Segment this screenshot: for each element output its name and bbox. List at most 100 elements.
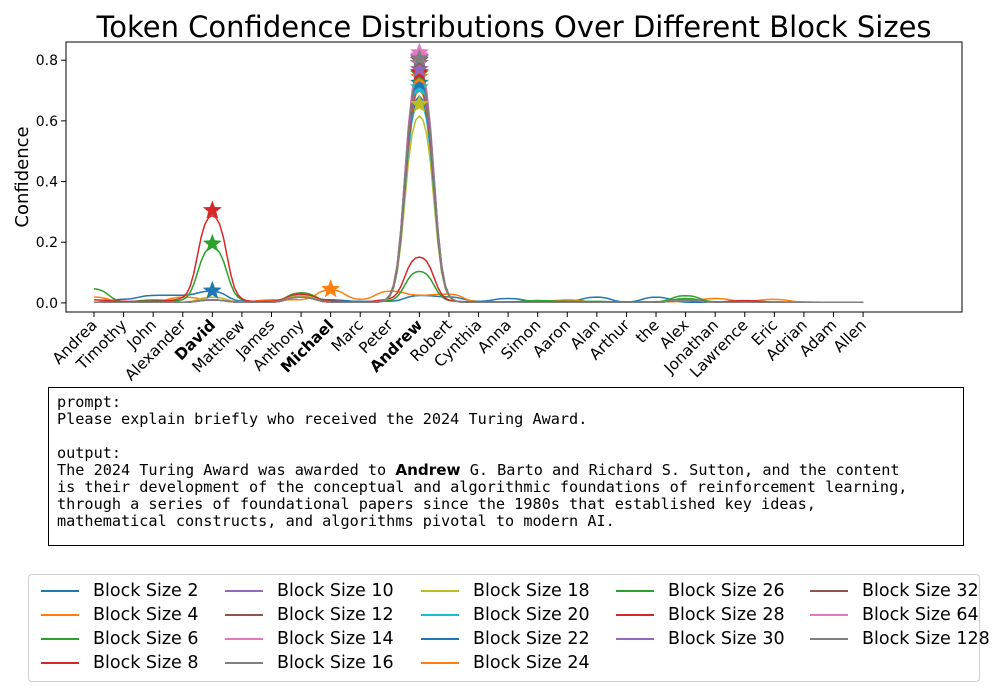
legend-item: Block Size 10	[225, 580, 394, 602]
plot-frame	[65, 41, 963, 313]
y-tick-label: 0.0	[36, 296, 58, 312]
legend-swatch	[810, 614, 848, 616]
legend-item: Block Size 26	[616, 580, 785, 602]
y-tick-label: 0.4	[36, 175, 58, 191]
chart-title: Token Confidence Distributions Over Diff…	[96, 10, 932, 44]
legend-swatch	[225, 662, 263, 664]
legend-label: Block Size 20	[473, 605, 590, 625]
output-line-1-pre: The 2024 Turing Award was awarded to	[57, 461, 396, 479]
legend-swatch	[41, 638, 79, 640]
series-star-marker-15	[409, 59, 429, 78]
series-line-12	[94, 89, 864, 304]
legend-swatch	[810, 638, 848, 640]
chart-legend: Block Size 2 Block Size 4 Block Size 6 Bloc…	[28, 574, 990, 682]
legend-item: Block Size 2	[41, 580, 199, 602]
legend-label: Block Size 26	[668, 581, 785, 601]
legend-item: Block Size 12	[225, 604, 394, 626]
legend-label: Block Size 24	[473, 653, 590, 673]
y-tick-label: 0.2	[36, 235, 58, 251]
legend-swatch	[421, 638, 459, 640]
series-line-10	[94, 99, 864, 304]
plot-lines	[93, 66, 864, 304]
series-line-8	[94, 76, 864, 304]
legend-swatch	[421, 614, 459, 616]
legend-label: Block Size 14	[277, 629, 394, 649]
prompt-output-box: prompt: Please explain briefly who recei…	[48, 387, 964, 546]
series-line-11	[94, 95, 864, 304]
output-line-1-post: G. Barto and Richard S. Sutton, and the …	[460, 461, 900, 479]
series-line-5	[94, 70, 864, 304]
legend-item: Block Size 32	[810, 580, 979, 602]
x-tick-label: Allen	[830, 316, 870, 356]
legend-label: Block Size 12	[277, 605, 394, 625]
series-line-15	[94, 82, 864, 304]
y-tick-label: 0.8	[36, 53, 58, 69]
series-star-marker-11	[409, 73, 429, 91]
series-line-13	[94, 86, 864, 304]
series-star-marker-4	[202, 200, 222, 219]
output-label: output:	[57, 444, 122, 462]
output-highlight-answer: Andrew	[395, 461, 461, 479]
legend-item: Block Size 64	[810, 604, 979, 626]
legend-label: Block Size 16	[277, 653, 394, 673]
legend-item: Block Size 8	[41, 652, 199, 674]
legend-item: Block Size 24	[421, 652, 590, 674]
line-chart: 0.0 0.2 0.4 0.6 0.8 AndreaTimothyJohnAlexand…	[12, 41, 963, 384]
legend-label: Block Size 32	[862, 581, 979, 601]
series-star-marker-1	[202, 280, 222, 299]
legend-swatch	[616, 590, 654, 592]
legend-item: Block Size 6	[41, 628, 199, 650]
series-star-marker-9	[409, 94, 429, 113]
y-axis-label: Confidence	[12, 126, 33, 227]
output-line-4: mathematical constructs, and algorithms …	[57, 512, 615, 530]
legend-swatch	[421, 590, 459, 592]
legend-label: Block Size 8	[93, 653, 199, 673]
legend-item: Block Size 14	[225, 628, 394, 650]
x-axis: AndreaTimothyJohnAlexanderDavidMatthewJa…	[49, 312, 870, 384]
legend-swatch	[810, 590, 848, 592]
legend-item: Block Size 128	[810, 628, 990, 650]
series-star-marker-18	[409, 48, 429, 67]
series-star-marker-2	[321, 279, 341, 298]
series-line-17	[94, 69, 864, 304]
legend-label: Block Size 2	[93, 581, 199, 601]
plot-stars	[202, 42, 429, 299]
legend-swatch	[41, 590, 79, 592]
output-line-2: is their development of the conceptual a…	[57, 478, 908, 496]
y-tick-label: 0.6	[36, 114, 58, 130]
prompt-text: Please explain briefly who received the …	[57, 410, 588, 428]
legend-swatch	[225, 614, 263, 616]
legend-item: Block Size 20	[421, 604, 590, 626]
series-line-16	[94, 73, 864, 304]
legend-item: Block Size 28	[616, 604, 785, 626]
legend-label: Block Size 18	[473, 581, 590, 601]
legend-label: Block Size 64	[862, 605, 979, 625]
legend-label: Block Size 28	[668, 605, 785, 625]
legend-swatch	[225, 590, 263, 592]
legend-item: Block Size 30	[616, 628, 785, 650]
legend-item: Block Size 16	[225, 652, 394, 674]
series-line-6	[94, 72, 864, 304]
legend-label: Block Size 6	[93, 629, 199, 649]
legend-swatch	[421, 662, 459, 664]
legend-swatch	[225, 638, 263, 640]
legend-label: Block Size 10	[277, 581, 394, 601]
series-line-7	[94, 66, 864, 304]
series-star-marker-3	[202, 233, 222, 252]
legend-item: Block Size 18	[421, 580, 590, 602]
legend-swatch	[41, 614, 79, 616]
legend-swatch	[616, 614, 654, 616]
legend-label: Block Size 22	[473, 629, 590, 649]
legend-label: Block Size 128	[862, 629, 990, 649]
legend-item: Block Size 4	[41, 604, 199, 626]
legend-swatch	[616, 638, 654, 640]
y-axis: 0.0 0.2 0.4 0.6 0.8	[36, 53, 66, 312]
legend-label: Block Size 4	[93, 605, 199, 625]
series-line-14	[94, 85, 864, 304]
series-line-18	[94, 72, 864, 304]
legend-item: Block Size 22	[421, 628, 590, 650]
output-line-3: through a series of foundational papers …	[57, 495, 816, 513]
prompt-label: prompt:	[57, 393, 122, 411]
legend-swatch	[41, 662, 79, 664]
legend-label: Block Size 30	[668, 629, 785, 649]
